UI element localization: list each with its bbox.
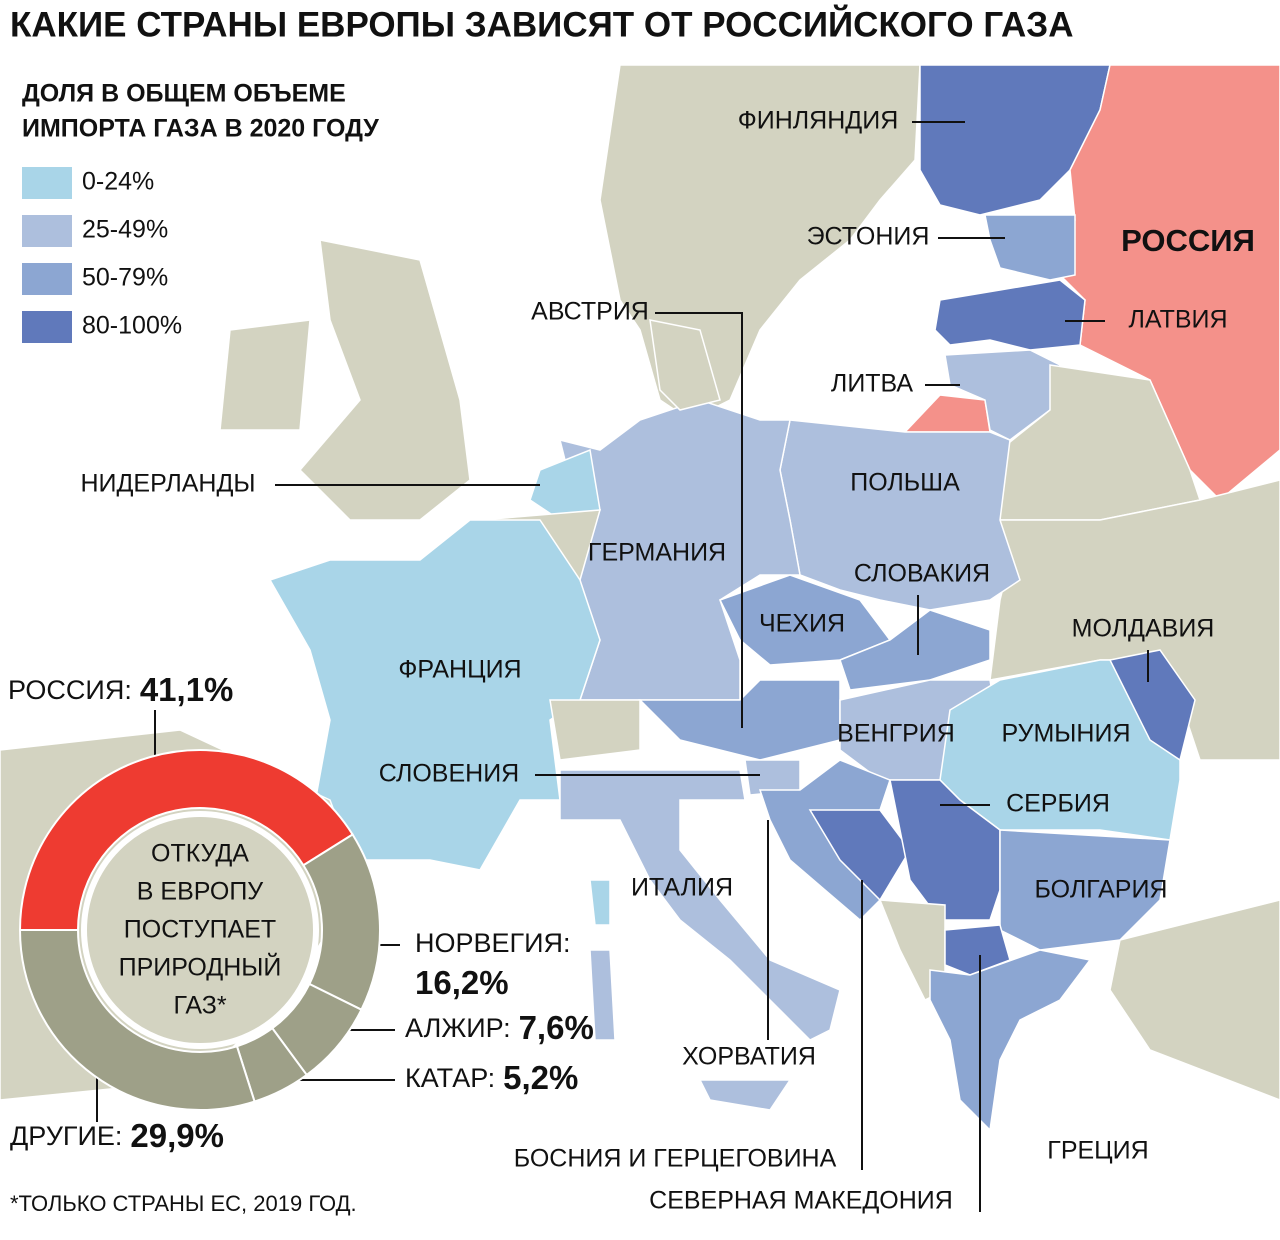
country-label: ИТАЛИЯ — [631, 874, 733, 902]
sicily — [698, 1079, 792, 1111]
value-label: 41,1% — [140, 671, 234, 708]
page-title: КАКИЕ СТРАНЫ ЕВРОПЫ ЗАВИСЯТ ОТ РОССИЙСКО… — [10, 4, 1073, 44]
legend-swatch — [22, 263, 72, 295]
country-label: ЭСТОНИЯ — [807, 223, 930, 251]
latvia — [934, 279, 1086, 351]
donut-center-text: ГАЗ* — [173, 992, 226, 1020]
country-label: СЕРБИЯ — [1006, 790, 1110, 818]
italy — [559, 769, 841, 1041]
donut-center-text: В ЕВРОПУ — [137, 878, 264, 906]
legend-label: 50-79% — [82, 264, 168, 292]
denmark — [649, 319, 721, 411]
country-label: ПОЛЬША — [850, 469, 960, 497]
donut-label: КАТАР: 5,2% — [405, 1059, 578, 1096]
donut-center-text: ПРИРОДНЫЙ — [119, 952, 282, 982]
country-label: РУМЫНИЯ — [1001, 720, 1130, 748]
moldova — [1108, 649, 1196, 762]
donut-center — [81, 811, 319, 1049]
footnote: *ТОЛЬКО СТРАНЫ ЕС, 2019 ГОД. — [10, 1191, 357, 1216]
country-label: ВЕНГРИЯ — [837, 720, 955, 748]
country-label: БОЛГАРИЯ — [1035, 876, 1168, 904]
country-label: АВСТРИЯ — [531, 298, 649, 326]
category-name: КАТАР: — [405, 1063, 495, 1093]
country-label: ГРЕЦИЯ — [1047, 1137, 1148, 1165]
slovakia — [839, 609, 991, 691]
country-label: ФИНЛЯНДИЯ — [738, 107, 899, 135]
donut-label: ДРУГИЕ: 29,9% — [10, 1117, 224, 1154]
legend-label: 0-24% — [82, 168, 154, 196]
country-label: НИДЕРЛАНДЫ — [80, 470, 255, 498]
value-label: 29,9% — [130, 1117, 224, 1154]
donut-center-text: ОТКУДА — [151, 840, 249, 868]
donut-segment — [18, 929, 256, 1112]
donut-label: НОРВЕГИЯ: 16,2% — [415, 928, 571, 1001]
country-label: ХОРВАТИЯ — [682, 1043, 816, 1071]
bosnia — [808, 809, 911, 902]
category-name: АЛЖИР: — [405, 1013, 511, 1043]
legend-label: 25-49% — [82, 216, 168, 244]
donut-center-text: ПОСТУПАЕТ — [124, 916, 276, 944]
country-label: ЛИТВА — [831, 370, 913, 398]
country-label: СЛОВЕНИЯ — [379, 760, 520, 788]
value-label: 16,2% — [415, 964, 509, 1001]
serbia — [889, 779, 1001, 921]
sardinia — [589, 949, 616, 1041]
leader-line — [655, 312, 743, 728]
ireland — [219, 319, 311, 431]
map — [0, 64, 1280, 1132]
great-britain — [298, 239, 471, 521]
donut-label: РОССИЯ: 41,1% — [8, 671, 233, 708]
value-label: 7,6% — [519, 1009, 594, 1046]
legend-title: ИМПОРТА ГАЗА В 2020 ГОДУ — [22, 115, 379, 143]
donut-label: АЛЖИР: 7,6% — [405, 1009, 594, 1046]
country-label: МОЛДАВИЯ — [1072, 615, 1215, 643]
country-label: ГЕРМАНИЯ — [588, 539, 726, 567]
legend-swatch — [22, 167, 72, 199]
category-name: НОРВЕГИЯ: — [415, 928, 571, 958]
donut-segment — [18, 749, 354, 931]
legend-swatch — [22, 215, 72, 247]
country-label: СЛОВАКИЯ — [854, 560, 990, 588]
estonia — [984, 214, 1076, 281]
netherlands — [529, 448, 601, 521]
corsica — [589, 879, 611, 926]
greece — [929, 949, 1092, 1132]
country-label: СЕВЕРНАЯ МАКЕДОНИЯ — [649, 1187, 953, 1215]
value-label: 5,2% — [503, 1059, 578, 1096]
country-label: ФРАНЦИЯ — [398, 656, 521, 684]
country-label: ЧЕХИЯ — [759, 610, 845, 638]
kaliningrad — [903, 394, 991, 433]
legend-swatch — [22, 311, 72, 343]
country-label: ЛАТВИЯ — [1128, 306, 1227, 334]
category-name: РОССИЯ: — [8, 675, 132, 705]
legend-title: ДОЛЯ В ОБЩЕМ ОБЪЕМЕ — [22, 80, 346, 108]
country-label: БОСНИЯ И ГЕРЦЕГОВИНА — [514, 1145, 837, 1173]
switzerland — [549, 699, 641, 761]
category-name: ДРУГИЕ: — [10, 1121, 122, 1151]
country-label: РОССИЯ — [1121, 223, 1255, 258]
legend-label: 80-100% — [82, 312, 182, 340]
turkey — [1109, 899, 1280, 1101]
